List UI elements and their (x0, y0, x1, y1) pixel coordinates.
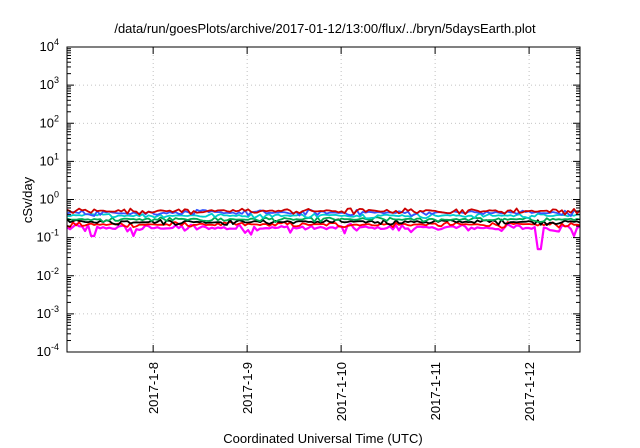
y-tick-label: 10-1 (37, 228, 59, 245)
y-tick-label: 103 (40, 75, 59, 92)
y-tick-label: 10-4 (37, 342, 59, 359)
y-tick-label: 100 (40, 190, 59, 207)
series-layer (66, 207, 581, 251)
y-tick-label: 102 (40, 113, 59, 130)
y-tick-label: 10-2 (37, 266, 59, 283)
x-axis-label: Coordinated Universal Time (UTC) (223, 431, 422, 446)
grid-lines (67, 47, 580, 352)
series-line (66, 222, 581, 251)
chart-title: /data/run/goesPlots/archive/2017-01-12/1… (114, 21, 536, 36)
series-line (66, 212, 581, 220)
y-tick-label: 101 (40, 151, 59, 168)
y-tick-label: 10-3 (37, 304, 59, 321)
y-axis-label: cSv/day (20, 176, 35, 223)
series-line (66, 207, 581, 216)
x-tick-label: 2017-1-11 (428, 362, 443, 420)
series-line (66, 221, 581, 229)
y-tick-label: 104 (40, 37, 59, 54)
x-tick-label: 2017-1-8 (146, 362, 161, 414)
series-line (66, 218, 581, 226)
x-tick-label: 2017-1-12 (522, 362, 537, 421)
x-axis-ticks: 2017-1-8 2017-1-9 2017-1-10 2017-1-11 2017-1… (146, 47, 537, 421)
x-tick-label: 2017-1-10 (334, 362, 349, 421)
series-line (66, 216, 581, 223)
y-axis-ticks: 10-4 10-3 10-2 10-1 100 101 102 103 104 (37, 37, 580, 359)
x-tick-label: 2017-1-9 (240, 362, 255, 414)
